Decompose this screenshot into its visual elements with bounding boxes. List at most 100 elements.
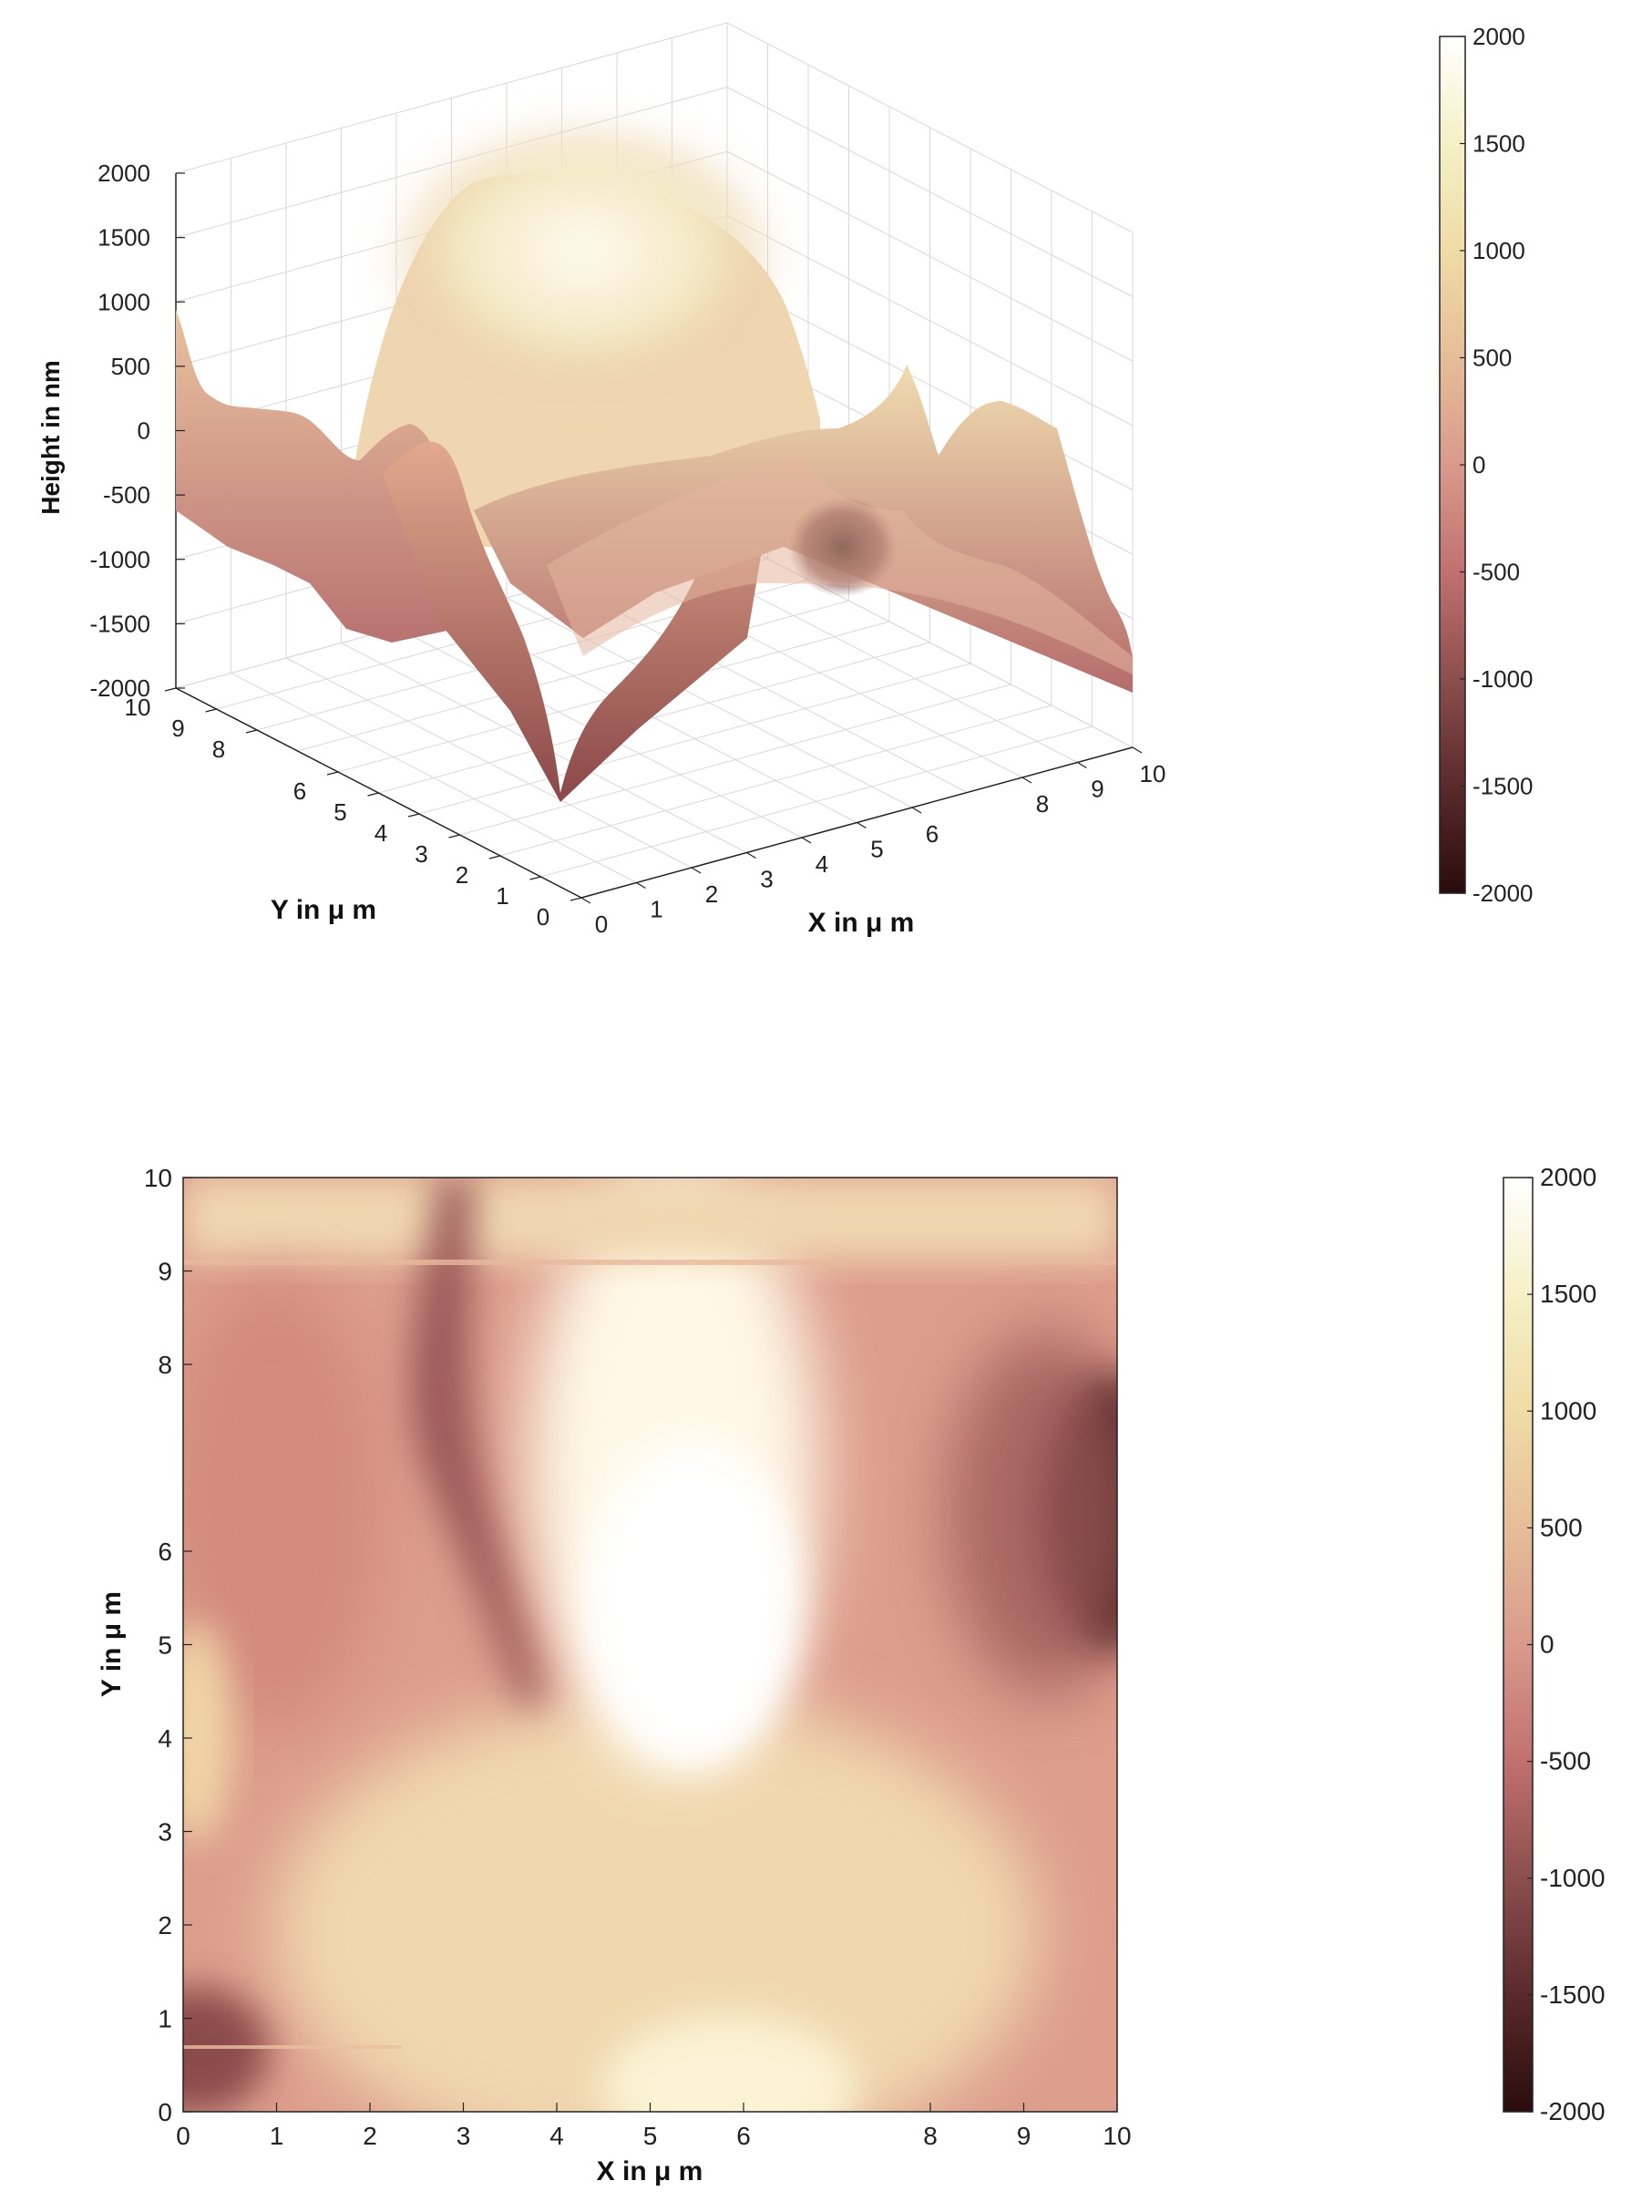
surface-ylabel: Y in μ m xyxy=(271,895,376,925)
side-wall-grid-line xyxy=(726,215,1134,427)
surface-y-tick-label: 8 xyxy=(212,736,225,763)
surface-y-tick-label: 10 xyxy=(125,694,151,721)
heatmap-y-tick-label: 2 xyxy=(158,1911,172,1939)
colorbar-tick-label: 1500 xyxy=(1540,1280,1596,1308)
heatmap-dark-valley xyxy=(409,1178,547,1704)
surface-z-tick-label: 1000 xyxy=(97,288,150,315)
colorbar-tick-label: -1500 xyxy=(1472,773,1534,800)
side-wall-grid-line xyxy=(726,150,1134,362)
side-wall-grid-line xyxy=(726,22,1134,233)
heatmap-x-tick-label: 8 xyxy=(923,2122,938,2150)
surface-y-tick xyxy=(205,708,217,713)
surface-x-tick-label: 10 xyxy=(1140,760,1166,787)
heatmap-y-tick-label: 10 xyxy=(144,1164,172,1192)
heatmap-y-tick-label: 8 xyxy=(158,1351,172,1379)
heatmap-x-tick-label: 4 xyxy=(549,2122,564,2150)
surface-x-tick xyxy=(801,837,812,844)
colorbar-tick-label: -500 xyxy=(1472,559,1520,586)
colorbar-tick-label: 2000 xyxy=(1472,23,1525,50)
heatmap-y-tick-label: 3 xyxy=(158,1818,172,1847)
colorbar-tick-label: 1500 xyxy=(1472,130,1525,158)
surface-z-tick-label: -1000 xyxy=(90,546,151,573)
surface-xlabel: X in μ m xyxy=(808,908,915,938)
surface-hill-highlight xyxy=(392,128,775,401)
heatmap-ylabel: Y in μ m xyxy=(97,1591,127,1697)
colorbar-tick-label: 0 xyxy=(1540,1631,1555,1659)
heatmap-image xyxy=(183,1178,1117,2112)
surface-y-tick-label: 1 xyxy=(496,882,508,910)
surface-z-tick-label: 2000 xyxy=(97,159,150,187)
heatmap-y-tick-labels: 0 1 2 3 4 5 6 8 9 10 xyxy=(144,1164,192,2126)
side-wall-grid-line xyxy=(726,280,1134,490)
surface-x-tick xyxy=(911,807,922,814)
colorbar-tick-label: 500 xyxy=(1540,1513,1583,1541)
surface-x-tick-label: 4 xyxy=(816,850,828,878)
colorbar-tick-label: -2000 xyxy=(1540,2097,1606,2125)
colorbar-tick-label: 1000 xyxy=(1472,237,1525,264)
heatmap-x-tick-label: 2 xyxy=(363,2122,377,2150)
heatmap-x-tick-label: 1 xyxy=(270,2122,284,2150)
surface-y-tick-label: 4 xyxy=(375,819,387,847)
surface-x-tick-label: 5 xyxy=(870,836,883,863)
surface-y-tick-label: 9 xyxy=(171,715,184,742)
surface-z-tick-label: -500 xyxy=(103,481,150,509)
surface-x-tick xyxy=(691,867,702,874)
surface-y-tick-label: 5 xyxy=(333,798,346,826)
surface-z-tick-label: 0 xyxy=(138,417,150,445)
colorbar-tick-label: -1000 xyxy=(1540,1864,1606,1892)
heatmap-dark-corner xyxy=(183,1987,269,2112)
surface-x-tick xyxy=(1021,777,1032,784)
heatmap-x-tick-label: 0 xyxy=(176,2122,190,2150)
surface-z-tick-label: 1500 xyxy=(97,224,150,252)
colorbar-tick-label: 1000 xyxy=(1540,1396,1596,1425)
surface-colorbar: -2000 -1500 -1000 -500 0 500 1000 1500 2000 xyxy=(1439,23,1534,907)
heatmap-x-tick-label: 6 xyxy=(736,2122,751,2150)
surface-y-tick-label: 2 xyxy=(456,861,468,889)
colorbar-tick-label: 0 xyxy=(1472,451,1485,478)
heatmap-colorbar-tick-labels: -2000 -1500 -1000 -500 0 500 1000 1500 2000 xyxy=(1527,1163,1606,2125)
surface-y-tick-label: 0 xyxy=(537,903,549,931)
surface-y-tick-labels: 0 12 34 56 8 9 10 xyxy=(125,687,582,931)
surface-left-wall xyxy=(176,310,456,643)
surface-x-tick-labels: 0 1 2 3 4 5 6 8 9 10 xyxy=(580,746,1166,938)
heatmap-colorbar: -2000 -1500 -1000 -500 0 500 1000 1500 2000 xyxy=(1503,1163,1606,2125)
surface-z-tick-label: -2000 xyxy=(90,674,151,702)
surface-x-tick-label: 3 xyxy=(760,866,773,893)
surface-x-tick xyxy=(746,851,756,859)
surface-y-tick xyxy=(529,876,541,880)
heatmap-chart: 0 1 2 3 4 5 6 8 9 10 0 1 2 3 4 5 6 8 9 10 X in μ m Y in μ … xyxy=(97,1163,1606,2186)
side-wall-grid-line xyxy=(726,87,1134,298)
surface-z-tick-labels: -2000 -1500 -1000 -500 0 500 1000 1500 2000 xyxy=(90,159,185,702)
surface-y-tick xyxy=(245,729,258,734)
heatmap-xlabel: X in μ m xyxy=(597,2156,703,2186)
back-wall-grid-line xyxy=(175,87,728,239)
surface-y-tick xyxy=(569,897,582,901)
colorbar-tick-label: -2000 xyxy=(1472,880,1534,907)
surface-x-tick xyxy=(636,881,646,890)
floor-grid-line xyxy=(378,642,930,794)
surface-x-tick-label: 2 xyxy=(705,880,718,908)
surface-y-tick xyxy=(488,855,501,859)
colorbar-tick-label: -500 xyxy=(1540,1747,1591,1775)
colorbar-tick-label: -1000 xyxy=(1472,665,1534,693)
colorbar-tick-label: 2000 xyxy=(1540,1163,1596,1191)
heatmap-x-tick-label: 10 xyxy=(1103,2122,1131,2150)
surface-x-tick-label: 9 xyxy=(1091,776,1103,803)
heatmap-y-tick-label: 9 xyxy=(158,1258,172,1286)
surface-front-band xyxy=(547,456,1133,674)
heatmap-y-tick-label: 6 xyxy=(158,1538,172,1566)
surface-x-tick xyxy=(1077,761,1087,769)
surface-center-valley xyxy=(383,441,775,802)
heatmap-x-tick-label: 5 xyxy=(643,2122,658,2150)
surface-y-tick xyxy=(326,771,339,776)
surface-y-tick xyxy=(448,834,460,839)
heatmap-y-tick-label: 1 xyxy=(158,2005,172,2033)
heatmap-x-tick-label: 3 xyxy=(457,2122,471,2150)
surface-mesh xyxy=(176,128,1133,802)
colorbar-tick-label: 500 xyxy=(1472,345,1512,372)
surface-y-tick xyxy=(407,813,420,818)
surface-x-tick-label: 6 xyxy=(926,820,939,848)
surface-y-tick xyxy=(164,687,177,692)
surface-x-tick-label: 0 xyxy=(595,911,608,938)
